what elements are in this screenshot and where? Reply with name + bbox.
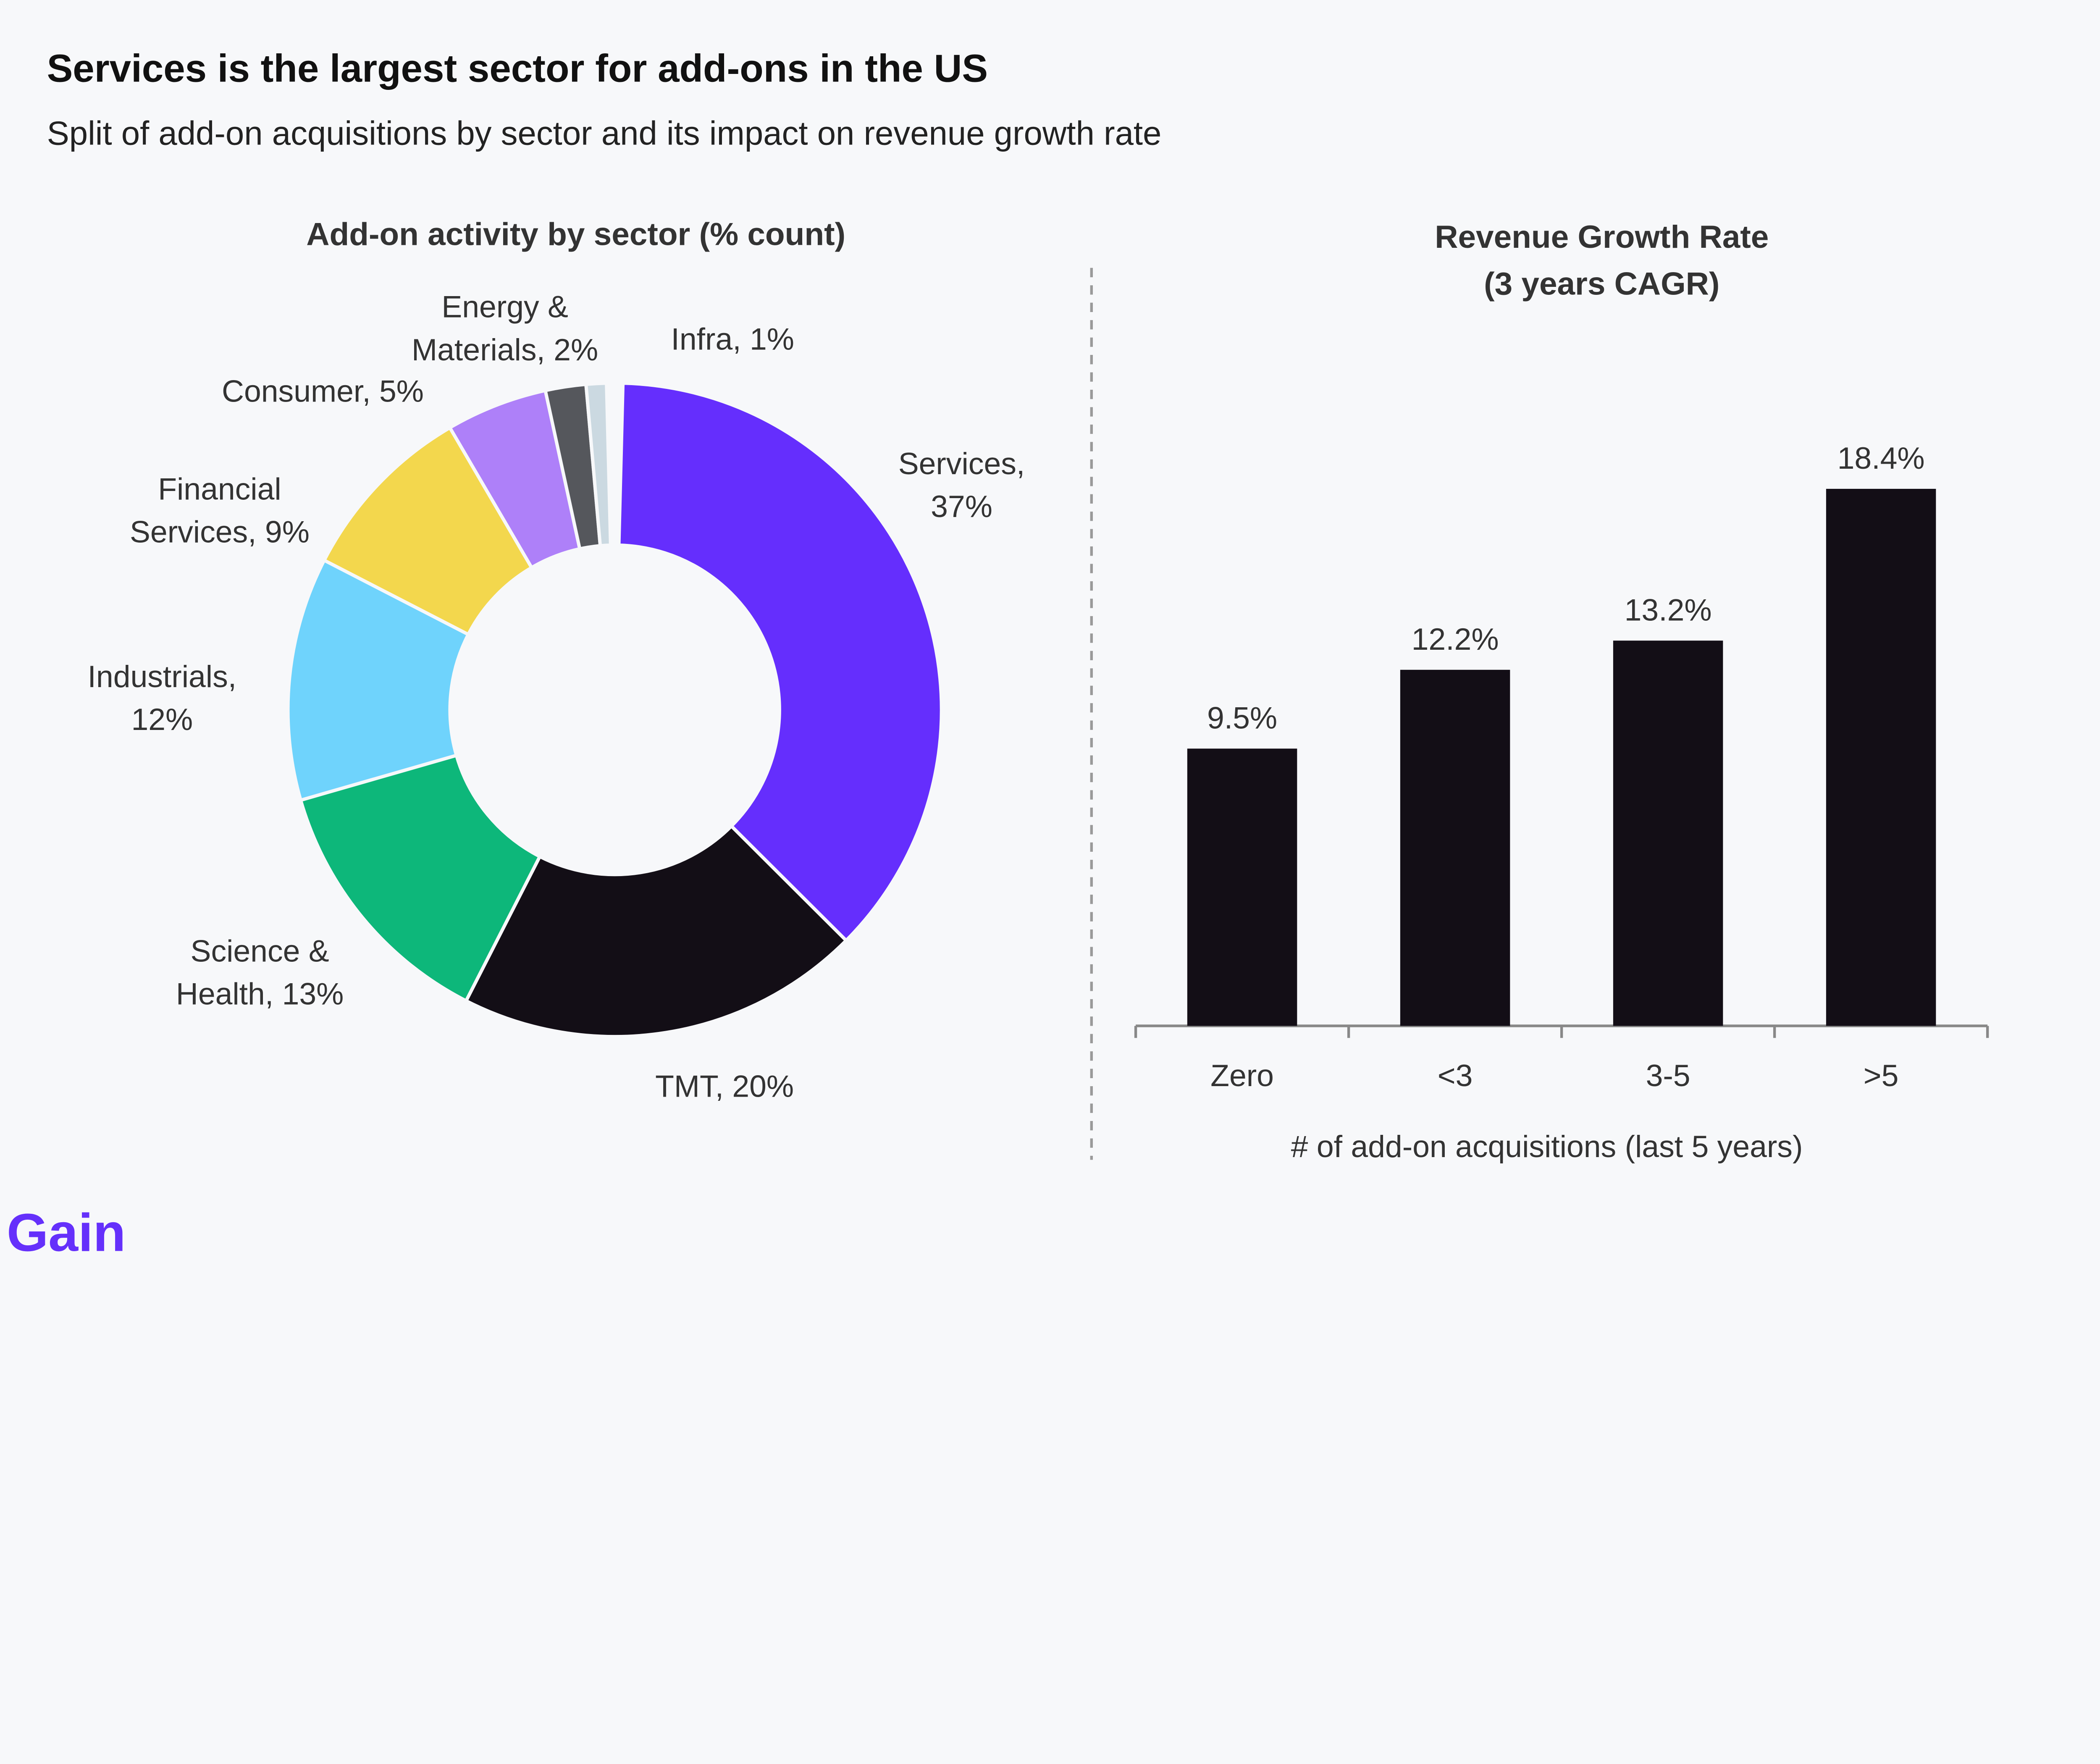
chart-subtitle: Split of add-on acquisitions by sector a… — [47, 114, 1162, 152]
bar-zero-0 — [1187, 748, 1297, 1026]
label-industrials: Industrials, 12% — [88, 659, 237, 737]
data-label: 12.2% — [1412, 622, 1499, 656]
gain-logo: Gain — [7, 1203, 126, 1260]
x-tick-label: >5 — [1864, 1058, 1899, 1093]
bar--5-3 — [1826, 488, 1936, 1026]
data-label: 13.2% — [1625, 593, 1712, 627]
slice-tmt — [464, 824, 849, 1039]
data-label: 18.4% — [1838, 441, 1925, 475]
label-financial-services: Financial Services, 9% — [130, 472, 310, 549]
bar--3-1 — [1400, 669, 1510, 1026]
label-tmt: TMT, 20% — [655, 1069, 794, 1104]
x-tick-label: 3-5 — [1646, 1058, 1690, 1093]
label-science-health: Science & Health, 13% — [176, 934, 344, 1011]
donut-labels: Services, 37% TMT, 20% Science & Health, 1… — [88, 290, 1025, 1104]
label-services: Services, 37% — [898, 446, 1025, 524]
slice-industrials — [286, 558, 471, 803]
x-tick-label: Zero — [1210, 1058, 1274, 1093]
data-label: 9.5% — [1207, 701, 1277, 735]
label-consumer: Consumer, 5% — [222, 374, 424, 409]
x-axis-label: # of add-on acquisitions (last 5 years) — [1291, 1129, 1803, 1164]
slice-infra — [584, 381, 612, 548]
slice-services — [617, 381, 943, 943]
slice-science-health — [298, 753, 542, 1003]
donut-chart — [286, 381, 943, 1039]
bar-chart: 9.5% Zero 12.2% <3 13.2% 3-5 18.4% >5 — [1134, 441, 1989, 1093]
label-infra: Infra, 1% — [671, 322, 794, 356]
donut-title: Add-on activity by sector (% count) — [306, 217, 845, 252]
chart-canvas: Services is the largest sector for add-o… — [6, 46, 1989, 1260]
bar-title: Revenue Growth Rate (3 years CAGR) — [1435, 219, 1769, 302]
chart-title: Services is the largest sector for add-o… — [47, 47, 988, 90]
bar-3-5-2 — [1613, 640, 1723, 1026]
x-tick-label: <3 — [1438, 1058, 1473, 1093]
label-energy-materials: Energy & Materials, 2% — [412, 290, 598, 367]
